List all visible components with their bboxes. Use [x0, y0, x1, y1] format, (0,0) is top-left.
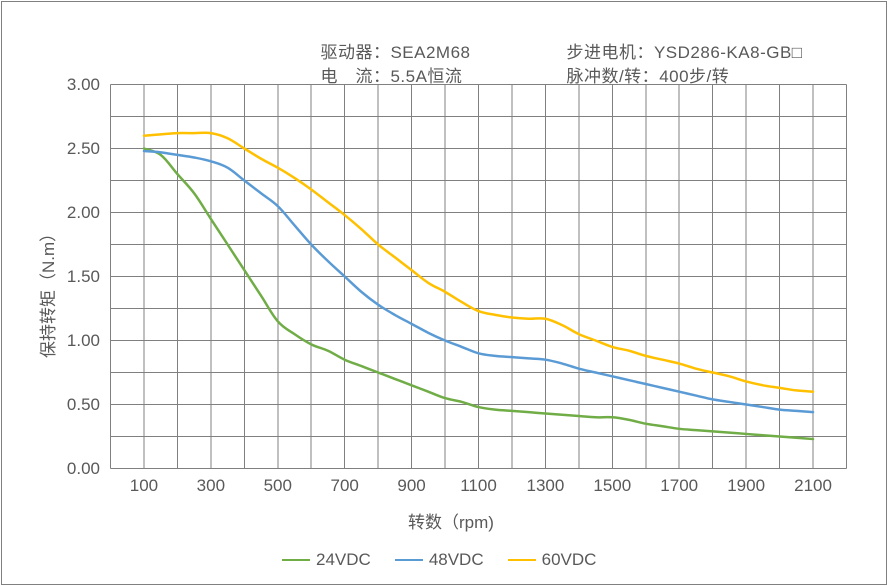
y-tick-label: 0.50 — [67, 395, 100, 415]
legend-swatch — [282, 559, 310, 561]
x-tick-label: 100 — [124, 476, 164, 496]
x-tick-label: 500 — [258, 476, 298, 496]
y-tick-label: 3.00 — [67, 75, 100, 95]
x-tick-label: 700 — [325, 476, 365, 496]
header-current: 电 流：5.5A恒流 — [310, 42, 462, 87]
y-tick-label: 0.00 — [67, 459, 100, 479]
x-axis-label: 转数（rpm) — [408, 508, 494, 533]
y-tick-label: 1.00 — [67, 331, 100, 351]
x-tick-label: 2100 — [793, 476, 833, 496]
legend-item-24VDC: 24VDC — [282, 550, 371, 570]
x-tick-label: 1300 — [525, 476, 565, 496]
y-axis-label: 保持转矩（N.m） — [34, 225, 59, 358]
y-tick-label: 1.50 — [67, 267, 100, 287]
header-pulses: 脉冲数/转：400步/转 — [556, 42, 729, 87]
legend-label: 60VDC — [542, 550, 597, 570]
x-tick-label: 1900 — [726, 476, 766, 496]
legend-swatch — [508, 559, 536, 561]
legend-label: 48VDC — [429, 550, 484, 570]
x-tick-label: 1500 — [592, 476, 632, 496]
torque-chart — [110, 84, 848, 470]
legend-item-60VDC: 60VDC — [508, 550, 597, 570]
legend-label: 24VDC — [316, 550, 371, 570]
x-tick-label: 300 — [191, 476, 231, 496]
x-tick-label: 1100 — [459, 476, 499, 496]
legend-swatch — [395, 559, 423, 561]
x-tick-label: 900 — [392, 476, 432, 496]
chart-legend: 24VDC 48VDC 60VDC — [282, 550, 596, 570]
legend-item-48VDC: 48VDC — [395, 550, 484, 570]
y-tick-label: 2.50 — [67, 139, 100, 159]
x-tick-label: 1700 — [659, 476, 699, 496]
chart-grid — [111, 85, 847, 469]
y-tick-label: 2.00 — [67, 203, 100, 223]
